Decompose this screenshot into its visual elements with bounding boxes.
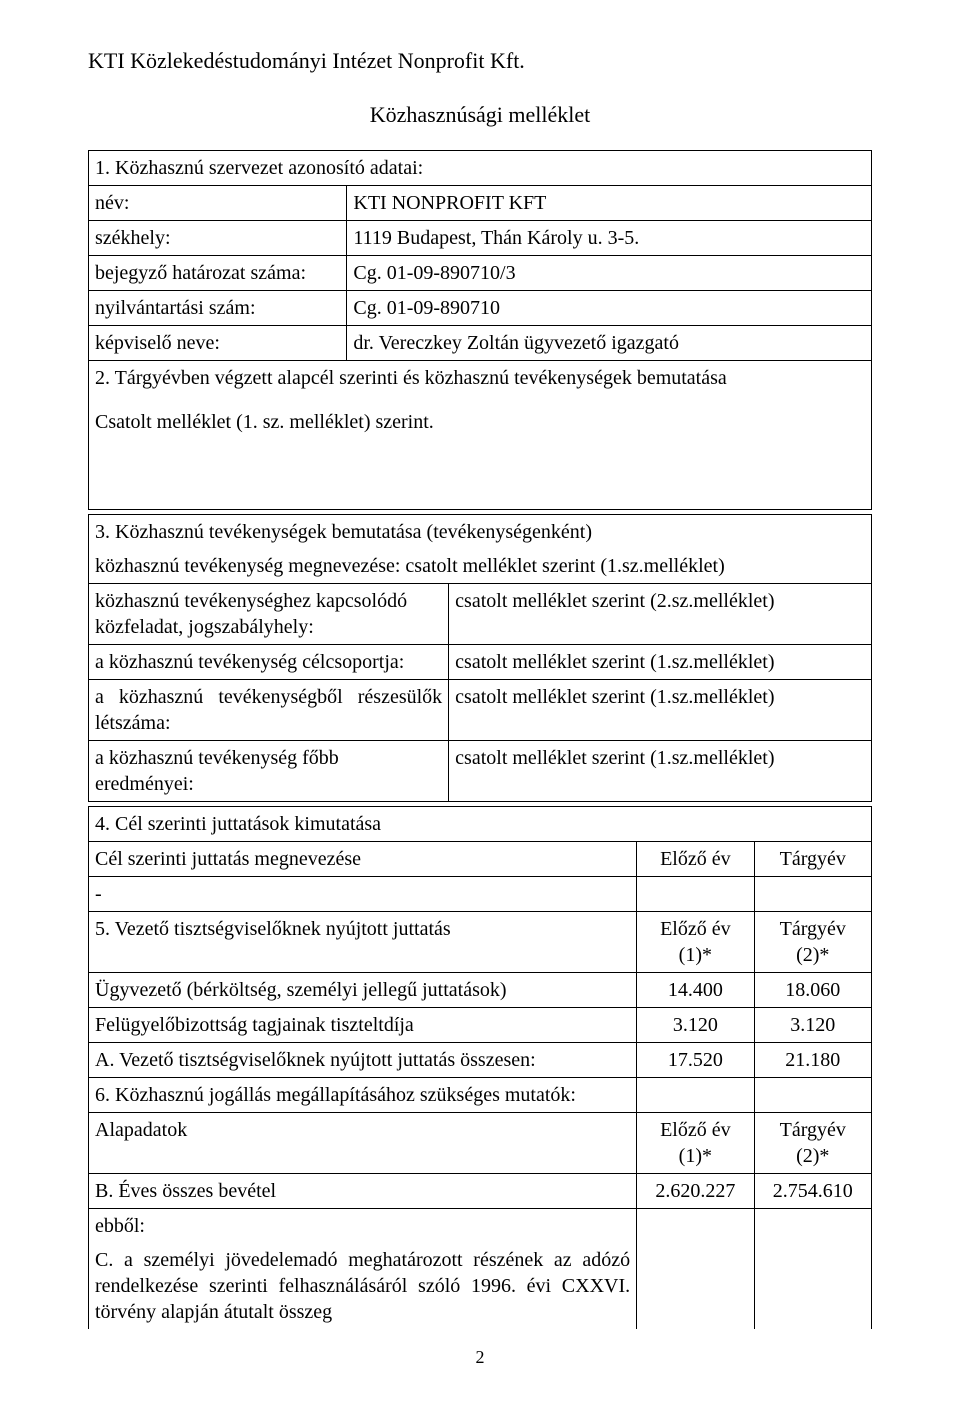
s6-r3-c2 xyxy=(637,1243,754,1329)
document-page: KTI Közlekedéstudományi Intézet Nonprofi… xyxy=(0,0,960,1368)
section3-title: 3. Közhasznú tevékenységek bemutatása (t… xyxy=(89,514,872,549)
s6-r2-c3 xyxy=(754,1208,871,1243)
s6-r0-c3: Tárgyév (2)* xyxy=(754,1112,871,1173)
s5-r0-c1: Ügyvezető (bérköltség, személyi jellegű … xyxy=(89,972,637,1007)
s6-r3-c1: C. a személyi jövedelemadó meghatározott… xyxy=(89,1243,637,1329)
s3-value-3: csatolt melléklet szerint (1.sz.mellékle… xyxy=(449,740,872,801)
s6-r1-c3: 2.754.610 xyxy=(754,1173,871,1208)
section5-title: 5. Vezető tisztségviselőknek nyújtott ju… xyxy=(89,911,637,972)
s6-r1-c1: B. Éves összes bevétel xyxy=(89,1173,637,1208)
doc-subtitle: Közhasznúsági melléklet xyxy=(88,102,872,128)
s3-value-0: csatolt melléklet szerint (2.sz.mellékle… xyxy=(449,583,872,644)
section2-title: 2. Tárgyévben végzett alapcél szerinti é… xyxy=(89,361,872,396)
s3-label-0: közhasznú tevékenységhez kapcsolódó közf… xyxy=(89,583,449,644)
section1-title: 1. Közhasznú szervezet azonosító adatai: xyxy=(89,151,872,186)
label-reg-decision: bejegyző határozat száma: xyxy=(89,256,347,291)
s4-row-c3 xyxy=(754,876,871,911)
label-reg-number: nyilvántartási szám: xyxy=(89,291,347,326)
s5-col3: Tárgyév (2)* xyxy=(754,911,871,972)
identity-table: 1. Közhasznú szervezet azonosító adatai:… xyxy=(88,150,872,510)
label-name: név: xyxy=(89,186,347,221)
s6-r0-c1: Alapadatok xyxy=(89,1112,637,1173)
section2-note: Csatolt melléklet (1. sz. melléklet) sze… xyxy=(89,395,872,439)
value-reg-decision: Cg. 01-09-890710/3 xyxy=(347,256,872,291)
org-header: KTI Közlekedéstudományi Intézet Nonprofi… xyxy=(88,48,872,74)
s6-r1-c2: 2.620.227 xyxy=(637,1173,754,1208)
s4-head-c1: Cél szerinti juttatás megnevezése xyxy=(89,841,637,876)
financial-table: 4. Cél szerinti juttatások kimutatása Cé… xyxy=(88,806,872,1329)
section2-gap xyxy=(89,439,872,509)
s3-label-3: a közhasznú tevékenység főbb eredményei: xyxy=(89,740,449,801)
s5-r0-c2: 14.400 xyxy=(637,972,754,1007)
s6-r3-c3 xyxy=(754,1243,871,1329)
s6-r2-c2 xyxy=(637,1208,754,1243)
value-seat: 1119 Budapest, Thán Károly u. 3-5. xyxy=(347,221,872,256)
label-representative: képviselő neve: xyxy=(89,326,347,361)
s3-label-2: a közhasznú tevékenységből részesülők lé… xyxy=(89,679,449,740)
s6-r0-c2: Előző év (1)* xyxy=(637,1112,754,1173)
value-reg-number: Cg. 01-09-890710 xyxy=(347,291,872,326)
s6-r2-c1: ebből: xyxy=(89,1208,637,1243)
s5-r1-c3: 3.120 xyxy=(754,1007,871,1042)
s4-head-c3: Tárgyév xyxy=(754,841,871,876)
page-number: 2 xyxy=(88,1347,872,1368)
s5-r1-c1: Felügyelőbizottság tagjainak tiszteltdíj… xyxy=(89,1007,637,1042)
s3-value-1: csatolt melléklet szerint (1.sz.mellékle… xyxy=(449,644,872,679)
s5-r1-c2: 3.120 xyxy=(637,1007,754,1042)
s4-row-c1: - xyxy=(89,876,637,911)
s5-r0-c3: 18.060 xyxy=(754,972,871,1007)
section6-title: 6. Közhasznú jogállás megállapításához s… xyxy=(89,1077,637,1112)
s4-head-c2: Előző év xyxy=(637,841,754,876)
label-seat: székhely: xyxy=(89,221,347,256)
value-representative: dr. Vereczkey Zoltán ügyvezető igazgató xyxy=(347,326,872,361)
section4-title: 4. Cél szerinti juttatások kimutatása xyxy=(89,806,872,841)
s5-r2-c1: A. Vezető tisztségviselőknek nyújtott ju… xyxy=(89,1042,637,1077)
s6-blank-c2 xyxy=(637,1077,754,1112)
s3-label-1: a közhasznú tevékenység célcsoportja: xyxy=(89,644,449,679)
s5-col2: Előző év (1)* xyxy=(637,911,754,972)
s5-r2-c3: 21.180 xyxy=(754,1042,871,1077)
s5-r2-c2: 17.520 xyxy=(637,1042,754,1077)
activities-table: 3. Közhasznú tevékenységek bemutatása (t… xyxy=(88,514,872,802)
value-name: KTI NONPROFIT KFT xyxy=(347,186,872,221)
s3-value-2: csatolt melléklet szerint (1.sz.mellékle… xyxy=(449,679,872,740)
s6-blank-c3 xyxy=(754,1077,871,1112)
section3-line2: közhasznú tevékenység megnevezése: csato… xyxy=(89,549,872,584)
s4-row-c2 xyxy=(637,876,754,911)
